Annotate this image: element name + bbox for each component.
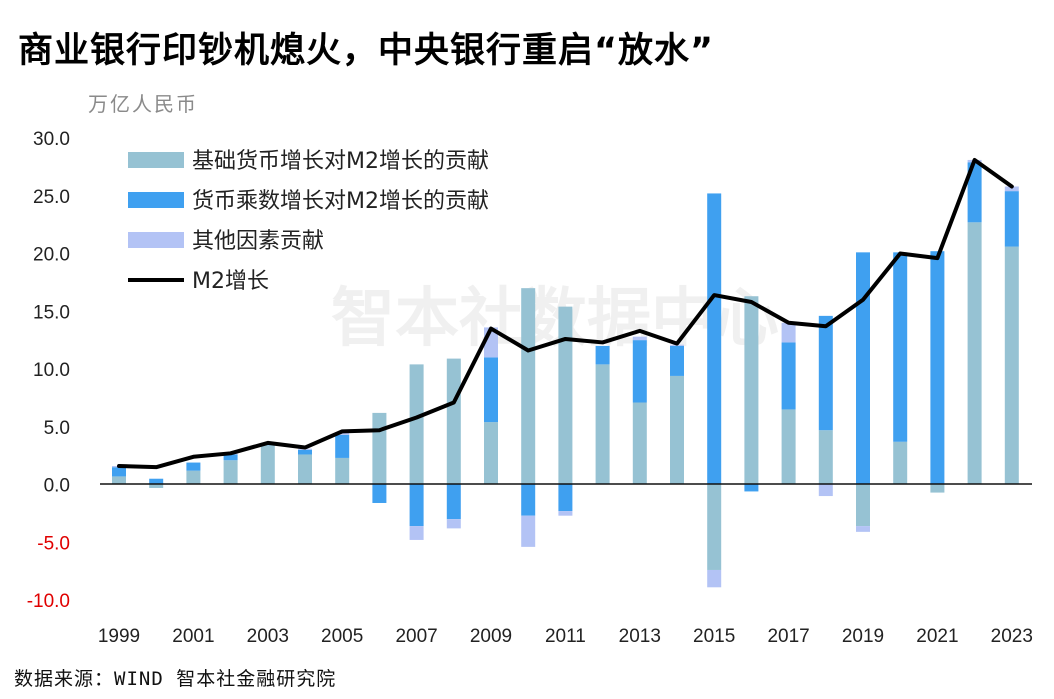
bar-2004-series-2: [298, 449, 312, 455]
bar-2013-series-1: [632, 402, 647, 485]
bar-2018-series-2: [818, 315, 833, 431]
bar-2005-series-3: [335, 432, 350, 435]
bar-1999-series-2: [112, 467, 126, 477]
x-tick-label: 2011: [545, 626, 586, 647]
bar-2019-series-1: [856, 484, 870, 527]
bar-2018-series-1: [818, 430, 833, 485]
bar-2009-series-1: [484, 422, 498, 485]
legend-swatch: [128, 192, 184, 208]
x-tick-label: 2021: [916, 626, 958, 647]
bar-2017-series-2: [781, 342, 796, 410]
legend-swatch: [128, 152, 184, 168]
bar-2007-series-3: [409, 526, 424, 540]
bar-2008-series-3: [446, 519, 461, 529]
bar-2011-series-1: [558, 306, 573, 485]
y-tick-label: 20.0: [33, 245, 70, 266]
y-axis-unit: 万亿人民币: [88, 92, 198, 116]
x-tick-label: 2009: [470, 626, 512, 647]
bar-2002-series-2: [223, 454, 238, 461]
x-tick-label: 2013: [619, 626, 661, 647]
bar-2022-series-1: [967, 222, 982, 485]
bar-2023-series-2: [1004, 191, 1019, 247]
bar-2010-series-2: [521, 484, 536, 516]
legend-label: 基础货币增长对M2增长的贡献: [192, 149, 489, 174]
y-tick-label: 15.0: [33, 302, 70, 323]
bar-2006-series-1: [372, 412, 387, 485]
legend-label: 货币乘数增长对M2增长的贡献: [192, 189, 489, 214]
bar-2020-series-1: [893, 441, 908, 485]
data-source-note: 数据来源：WIND 智本社金融研究院: [14, 668, 337, 690]
bar-2018-series-3: [818, 484, 833, 497]
bar-2010-series-3: [521, 515, 536, 547]
bar-2003-series-1: [260, 445, 275, 485]
y-tick-label: 30.0: [33, 129, 70, 150]
x-tick-label: 2001: [172, 626, 214, 647]
bar-2008-series-2: [446, 484, 461, 520]
bar-2023-series-1: [1004, 246, 1019, 485]
bar-2011-series-3: [558, 511, 573, 516]
bar-2009-series-2: [484, 357, 498, 423]
bar-2007-series-1: [409, 364, 424, 485]
x-tick-label: 2007: [395, 626, 437, 647]
bar-2015-series-1: [707, 484, 722, 570]
bar-2001-series-2: [186, 462, 201, 471]
bar-2021-series-1: [930, 484, 945, 493]
bar-2022-series-2: [967, 162, 982, 223]
bar-2023-series-3: [1004, 186, 1019, 192]
bar-2019-series-2: [856, 252, 870, 485]
bar-2014-series-1: [670, 375, 684, 485]
legend-label: 其他因素贡献: [192, 229, 324, 254]
y-tick-label: 25.0: [33, 187, 70, 208]
y-tick-label: 5.0: [44, 418, 70, 439]
bar-2007-series-2: [409, 484, 424, 527]
y-tick-label: -5.0: [37, 533, 70, 554]
bar-2016-series-2: [744, 484, 759, 492]
bar-2015-series-2: [707, 193, 722, 485]
bar-2012-series-2: [595, 345, 610, 365]
x-tick-label: 2017: [767, 626, 809, 647]
bar-2015-series-3: [707, 569, 722, 588]
legend-label: M2增长: [192, 269, 269, 294]
x-tick-label: 2023: [991, 626, 1033, 647]
m2-growth-line: [117, 157, 1014, 470]
bar-2014-series-2: [670, 345, 684, 376]
x-tick-label: 2005: [321, 626, 363, 647]
bar-1999-series-1: [112, 476, 126, 485]
bar-2016-series-1: [744, 296, 759, 485]
x-tick-label: 2015: [693, 626, 735, 647]
y-tick-label: 10.0: [33, 360, 70, 381]
chart-title: 商业银行印钞机熄火，中央银行重启“放水”: [18, 31, 715, 71]
bar-2000-series-1: [149, 484, 164, 488]
x-tick-label: 2019: [842, 626, 884, 647]
bar-2019-series-3: [856, 526, 870, 532]
x-tick-label: 2003: [247, 626, 289, 647]
y-tick-label: -10.0: [27, 591, 70, 612]
bar-2013-series-3: [632, 336, 647, 341]
bar-2020-series-2: [893, 252, 908, 442]
y-tick-label: 0.0: [44, 476, 70, 497]
bar-2005-series-2: [335, 434, 350, 458]
bar-2017-series-3: [781, 322, 796, 343]
bar-2006-series-2: [372, 484, 387, 503]
legend-swatch: [128, 232, 184, 248]
bar-2021-series-2: [930, 251, 945, 485]
bar-2013-series-2: [632, 340, 647, 403]
bar-2008-series-1: [446, 358, 461, 485]
x-tick-label: 1999: [98, 626, 140, 647]
bar-2001-series-1: [186, 470, 201, 485]
bar-2004-series-1: [298, 454, 312, 485]
bar-2010-series-1: [521, 288, 536, 485]
bar-2002-series-1: [223, 460, 238, 485]
bar-2000-series-2: [149, 478, 164, 485]
bar-2011-series-2: [558, 484, 573, 512]
bar-2012-series-1: [595, 364, 610, 485]
bar-2017-series-1: [781, 409, 796, 485]
bar-2005-series-1: [335, 457, 350, 485]
